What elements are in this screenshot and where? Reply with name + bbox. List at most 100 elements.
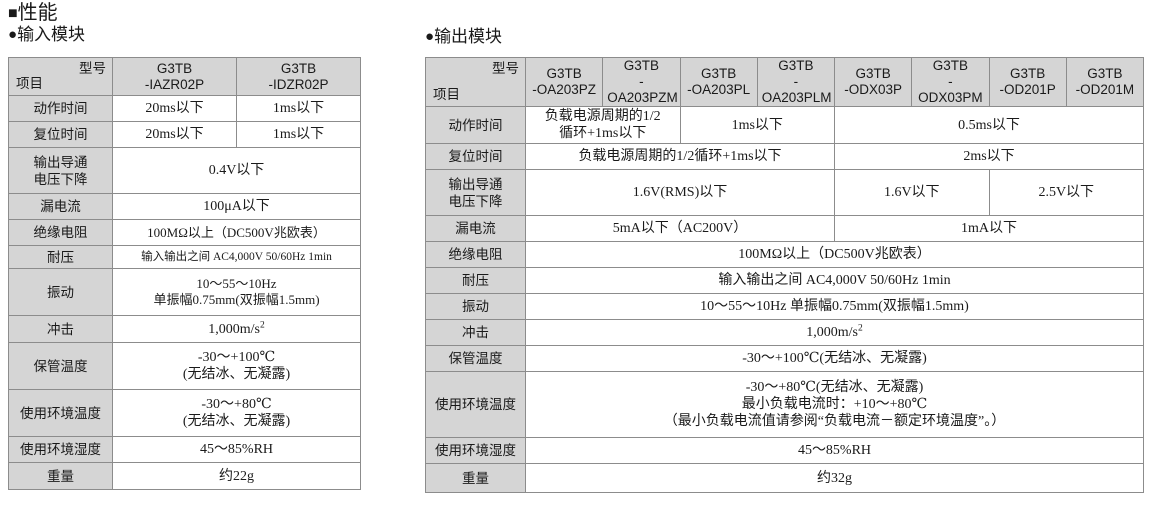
value-cell: 1ms以下 — [236, 121, 361, 148]
row-label: 绝缘电阻 — [425, 241, 526, 268]
table-row: 漏电流 100μA以下 — [8, 193, 361, 220]
output-module-heading-text: 输出模块 — [434, 27, 503, 46]
row-label: 复位时间 — [425, 143, 526, 170]
value-cell: 1ms以下 — [236, 95, 361, 122]
value-cell: 输入输出之间 AC4,000V 50/60Hz 1min — [112, 245, 361, 269]
value-cell: 45～85%RH — [525, 437, 1144, 464]
square-bullet-icon: ■ — [8, 5, 18, 22]
value-cell: 1mA以下 — [834, 215, 1144, 242]
row-label: 振动 — [425, 293, 526, 320]
model-header-8: G3TB -OD201M — [1065, 57, 1145, 107]
output-module-heading: ●输出模块 — [425, 27, 502, 48]
value-cell: 0.5ms以下 — [834, 106, 1144, 144]
table-row: 动作时间 负载电源周期的1/2 循环+1ms以下 1ms以下 0.5ms以下 — [425, 106, 1144, 144]
value-cell: 100MΩ以上（DC500V兆欧表） — [525, 241, 1144, 268]
table-row: 使用环境湿度 45～85%RH — [8, 436, 361, 463]
value-cell: 10～55～10Hz 单振幅0.75mm(双振幅1.5mm) — [525, 293, 1144, 320]
model-header-4: G3TB -OA203PLM — [756, 57, 836, 107]
value-cell: 100μA以下 — [112, 193, 361, 220]
table-row: 振动 10～55～10Hz 单振幅0.75mm(双振幅1.5mm) — [425, 293, 1144, 320]
input-module-heading-text: 输入模块 — [17, 25, 86, 44]
table-row: 漏电流 5mA以下（AC200V） 1mA以下 — [425, 215, 1144, 242]
model-header-5: G3TB -ODX03P — [833, 57, 913, 107]
row-label: 输出导通 电压下降 — [8, 147, 113, 194]
model-header-2: G3TB -OA203PZM — [602, 57, 681, 107]
value-cell: -30～+100℃(无结冰、无凝露) — [112, 342, 361, 390]
table-row: 耐压 输入输出之间 AC4,000V 50/60Hz 1min — [8, 245, 361, 269]
model-header-3: G3TB -OA203PL — [679, 57, 758, 107]
corner-model-label: 型号 — [492, 61, 519, 76]
row-label: 使用环境湿度 — [425, 437, 526, 464]
row-label: 使用环境温度 — [425, 371, 526, 438]
value-cell: 20ms以下 — [112, 121, 237, 148]
value-cell: 5mA以下（AC200V） — [525, 215, 835, 242]
table-row: 输出导通 电压下降 0.4V以下 — [8, 147, 361, 194]
value-cell: 0.4V以下 — [112, 147, 361, 194]
row-label: 耐压 — [425, 267, 526, 294]
table-header-row: 型号 项目 G3TB -IAZR02P G3TB -IDZR02P — [8, 57, 361, 96]
row-label: 振动 — [8, 268, 113, 316]
row-label: 动作时间 — [8, 95, 113, 122]
row-label: 复位时间 — [8, 121, 113, 148]
table-row: 冲击 1,000m/s2 — [8, 315, 361, 343]
value-cell: 45～85%RH — [112, 436, 361, 463]
model-header-6: G3TB -ODX03PM — [911, 57, 990, 107]
table-row: 使用环境湿度 45～85%RH — [425, 437, 1144, 464]
row-label: 漏电流 — [425, 215, 526, 242]
value-cell: 10～55～10Hz 单振幅0.75mm(双振幅1.5mm) — [112, 268, 361, 316]
output-table-body: 型号 项目 G3TB -OA203PZ G3TB -OA203PZM G3TB -OA2… — [425, 57, 1145, 493]
row-label: 输出导通 电压下降 — [425, 169, 526, 216]
input-table-body: 型号 项目 G3TB -IAZR02P G3TB -IDZR02P 动作时间 20ms以下… — [8, 57, 361, 490]
row-label: 耐压 — [8, 245, 113, 269]
row-label: 重量 — [8, 462, 113, 490]
row-label: 冲击 — [8, 315, 113, 343]
table-row: 输出导通 电压下降 1.6V(RMS)以下 1.6V以下 2.5V以下 — [425, 169, 1144, 216]
header-corner-cell: 型号项目 — [425, 57, 526, 107]
table-row: 保管温度-30～+100℃(无结冰、无凝露) — [8, 342, 361, 390]
table-row: 复位时间 20ms以下 1ms以下 — [8, 121, 361, 148]
output-module-table: 型号 项目 G3TB -OA203PZ G3TB -OA203PZM G3TB -OA2… — [425, 57, 1145, 493]
table-row: 耐压 输入输出之间 AC4,000V 50/60Hz 1min — [425, 267, 1144, 294]
row-label: 使用环境温度 — [8, 389, 113, 437]
model-header-2: G3TB -IDZR02P — [236, 57, 361, 96]
row-label: 冲击 — [425, 319, 526, 346]
input-module-table: 型号 项目 G3TB -IAZR02P G3TB -IDZR02P 动作时间 20ms以下… — [8, 57, 361, 490]
value-cell: 100MΩ以上（DC500V兆欧表） — [112, 219, 361, 246]
value-cell: 1,000m/s2 — [525, 319, 1144, 346]
value-cell: -30～+80℃(无结冰、无凝露) 最小负载电流时：+10～+80℃ （最小负载电流… — [525, 371, 1144, 438]
model-header-1: G3TB -IAZR02P — [112, 57, 237, 96]
table-row: 振动 10～55～10Hz 单振幅0.75mm(双振幅1.5mm) — [8, 268, 361, 316]
corner-item-label: 项目 — [433, 87, 460, 102]
table-row: 复位时间 负载电源周期的1/2循环+1ms以下 2ms以下 — [425, 143, 1144, 170]
value-cell: 负载电源周期的1/2循环+1ms以下 — [525, 143, 835, 170]
table-row: 动作时间 20ms以下 1ms以下 — [8, 95, 361, 122]
value-cell: 约32g — [525, 463, 1144, 493]
row-label: 漏电流 — [8, 193, 113, 220]
value-cell: 2.5V以下 — [988, 169, 1144, 216]
page-title-text: 性能 — [17, 2, 58, 24]
round-bullet-icon: ● — [425, 28, 435, 45]
table-row: 保管温度-30～+100℃(无结冰、无凝露) — [425, 345, 1144, 372]
corner-item-label: 项目 — [16, 76, 43, 91]
table-row: 绝缘电阻 100MΩ以上（DC500V兆欧表） — [8, 219, 361, 246]
value-cell: 输入输出之间 AC4,000V 50/60Hz 1min — [525, 267, 1144, 294]
value-cell: 1,000m/s2 — [112, 315, 361, 343]
row-label: 绝缘电阻 — [8, 219, 113, 246]
row-label: 使用环境湿度 — [8, 436, 113, 463]
table-row: 重量 约22g — [8, 462, 361, 490]
table-row: 绝缘电阻 100MΩ以上（DC500V兆欧表） — [425, 241, 1144, 268]
table-row: 冲击 1,000m/s2 — [425, 319, 1144, 346]
value-cell: 1.6V以下 — [834, 169, 990, 216]
row-label: 动作时间 — [425, 106, 526, 144]
model-header-7: G3TB -OD201P — [988, 57, 1067, 107]
value-cell: -30～+100℃(无结冰、无凝露) — [525, 345, 1144, 372]
table-row: 重量 约32g — [425, 463, 1144, 493]
header-corner-cell: 型号 项目 — [8, 57, 113, 96]
table-row: 使用环境温度 -30～+80℃ (无结冰、无凝露) — [8, 389, 361, 437]
row-label: 保管温度 — [425, 345, 526, 372]
page-title: ■性能 — [8, 1, 58, 27]
value-cell: 约22g — [112, 462, 361, 490]
row-label: 重量 — [425, 463, 526, 493]
value-cell: 20ms以下 — [112, 95, 237, 122]
